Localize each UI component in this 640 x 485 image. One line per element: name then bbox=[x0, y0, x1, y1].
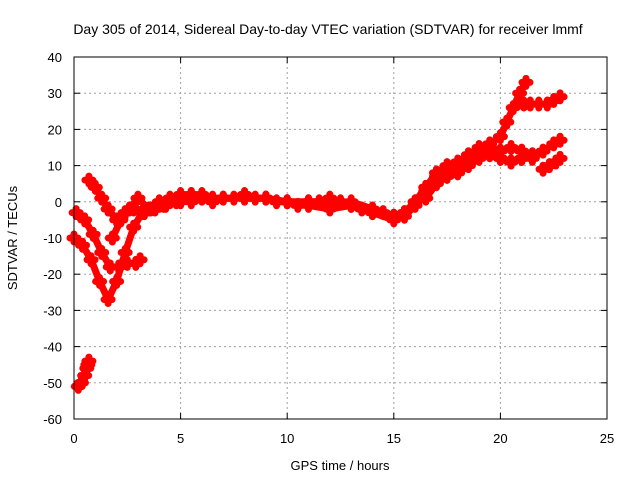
series-arc-9 bbox=[516, 89, 568, 112]
data-point bbox=[81, 172, 97, 188]
data-point bbox=[100, 201, 116, 217]
data-point bbox=[94, 244, 110, 260]
data-point bbox=[364, 201, 380, 217]
data-point bbox=[100, 292, 116, 308]
data-point bbox=[132, 252, 148, 268]
data-point bbox=[194, 190, 210, 206]
data-point bbox=[104, 230, 120, 246]
data-point bbox=[130, 190, 146, 206]
data-point bbox=[396, 205, 412, 221]
data-point bbox=[279, 194, 295, 210]
data-point bbox=[460, 158, 476, 174]
y-tick-label: 10 bbox=[48, 159, 62, 174]
y-tick-label: -20 bbox=[43, 267, 62, 282]
data-point bbox=[113, 212, 129, 228]
data-point bbox=[386, 208, 402, 224]
series-arc-10 bbox=[535, 150, 568, 177]
data-point bbox=[85, 226, 101, 242]
plot-frame bbox=[73, 56, 608, 420]
data-point bbox=[512, 85, 528, 101]
data-point bbox=[471, 150, 487, 166]
x-tick-label: 20 bbox=[493, 431, 507, 446]
chart-title: Day 305 of 2014, Sidereal Day-to-day VTE… bbox=[73, 21, 582, 37]
y-tick-labels: -60 -50 -40 -30 -20 -10 0 10 20 30 40 bbox=[43, 50, 62, 427]
data-point bbox=[117, 244, 133, 260]
data-point bbox=[151, 197, 167, 213]
data-point bbox=[418, 190, 434, 206]
y-tick-label: -60 bbox=[43, 412, 62, 427]
data-point bbox=[428, 165, 444, 181]
grid bbox=[74, 57, 607, 419]
series-arc-2 bbox=[68, 205, 148, 275]
data-point bbox=[407, 194, 423, 210]
data-point bbox=[503, 140, 519, 155]
data-point bbox=[524, 147, 540, 163]
y-tick-label: 30 bbox=[48, 86, 62, 101]
data-point bbox=[499, 114, 515, 130]
x-axis-label: GPS time / hours bbox=[291, 458, 390, 473]
data-point bbox=[450, 165, 466, 181]
data-point bbox=[92, 273, 108, 289]
data-point bbox=[518, 74, 534, 90]
data-point bbox=[514, 150, 530, 166]
data-point bbox=[81, 353, 97, 369]
data-point bbox=[301, 194, 317, 210]
y-axis-label: SDTVAR / TECUs bbox=[5, 185, 20, 290]
data-point bbox=[109, 273, 125, 289]
data-point bbox=[87, 179, 103, 195]
data-point bbox=[492, 150, 508, 166]
y-tick-label: -40 bbox=[43, 340, 62, 355]
data-point bbox=[77, 212, 93, 228]
data-point bbox=[162, 194, 178, 210]
x-tick-labels: 0 5 10 15 20 25 bbox=[70, 431, 614, 446]
series-arc-11 bbox=[70, 353, 97, 394]
data-point bbox=[126, 219, 142, 235]
data-point bbox=[111, 259, 127, 275]
data-point bbox=[121, 201, 137, 217]
data-series bbox=[66, 74, 568, 394]
data-point bbox=[482, 147, 498, 163]
data-point bbox=[183, 187, 199, 203]
data-point bbox=[418, 179, 434, 195]
x-tick-label: 0 bbox=[70, 431, 77, 446]
y-tick-label: 40 bbox=[48, 50, 62, 65]
data-point bbox=[215, 190, 231, 206]
x-tick-label: 15 bbox=[387, 431, 401, 446]
data-point bbox=[94, 190, 110, 206]
data-point bbox=[552, 150, 568, 166]
data-point bbox=[505, 100, 521, 116]
x-tick-label: 5 bbox=[177, 431, 184, 446]
data-point bbox=[75, 237, 91, 253]
data-point bbox=[439, 158, 455, 174]
data-point bbox=[258, 190, 274, 206]
data-point bbox=[552, 89, 568, 105]
x-tick-label: 10 bbox=[280, 431, 294, 446]
series-arc-8 bbox=[418, 147, 540, 206]
data-point bbox=[428, 176, 444, 192]
data-point bbox=[83, 252, 99, 268]
x-tick-label: 25 bbox=[600, 431, 614, 446]
data-point bbox=[535, 143, 551, 159]
data-point bbox=[68, 205, 84, 221]
data-point bbox=[237, 190, 253, 206]
data-point bbox=[343, 194, 359, 210]
data-point bbox=[141, 201, 157, 217]
y-tick-label: -10 bbox=[43, 231, 62, 246]
y-tick-label: 0 bbox=[55, 195, 62, 210]
data-point bbox=[173, 190, 189, 206]
data-point bbox=[322, 197, 338, 213]
data-point bbox=[492, 129, 508, 145]
data-point bbox=[552, 132, 568, 148]
data-point bbox=[439, 168, 455, 184]
y-tick-label: -30 bbox=[43, 303, 62, 318]
data-point bbox=[503, 154, 519, 170]
y-tick-label: 20 bbox=[48, 122, 62, 137]
y-tick-label: -50 bbox=[43, 376, 62, 391]
